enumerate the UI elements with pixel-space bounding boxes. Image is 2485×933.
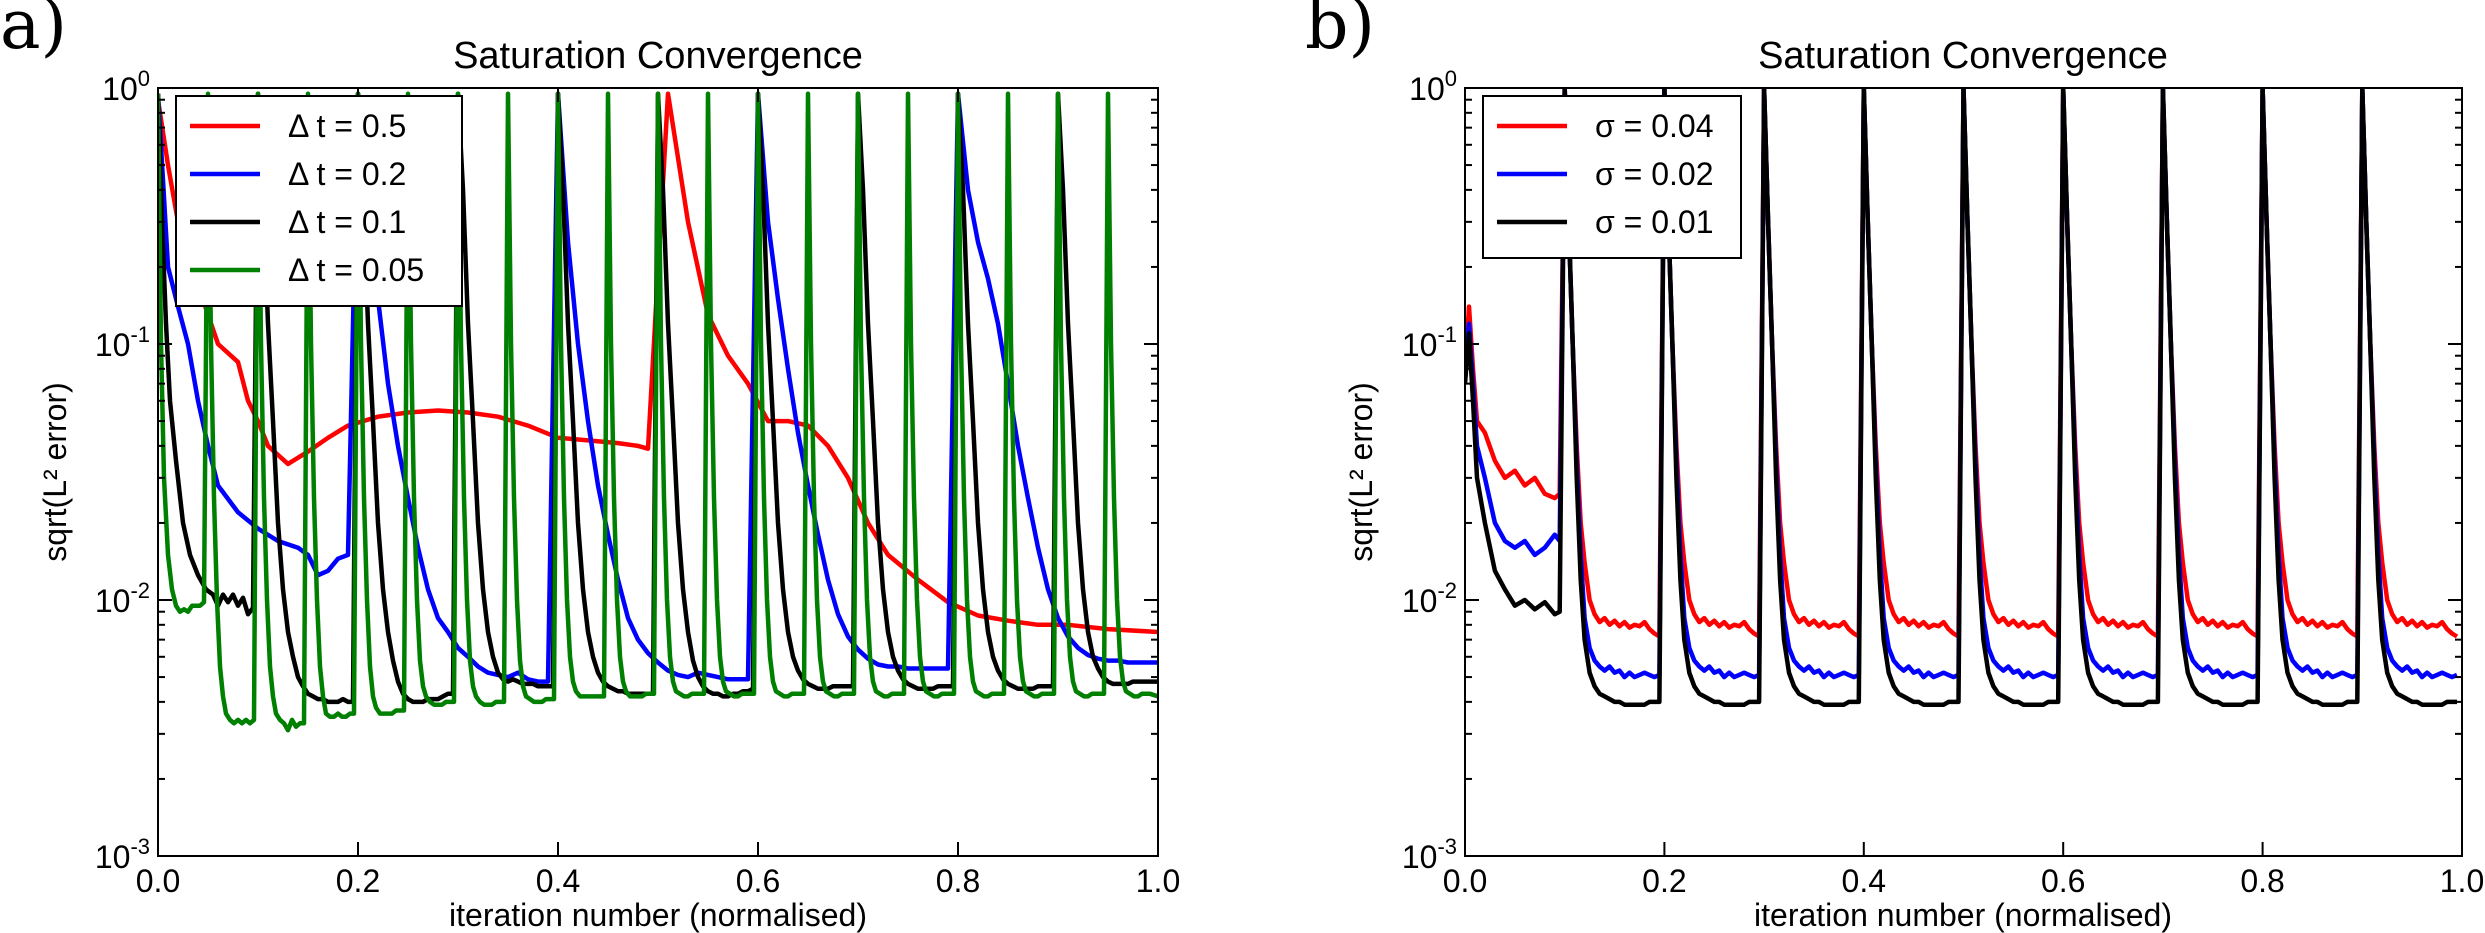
panel-b: b) Saturation Convergence iteration numb… <box>1305 0 2484 933</box>
y-tick-label: 10-2 <box>1402 578 1457 619</box>
x-tick-label: 0.2 <box>1642 863 1686 899</box>
y-tick-label: 10-1 <box>95 322 150 363</box>
panel-b-plot-area: 0.0 0.2 0.4 0.6 0.8 1.0 10-3 10-2 10-1 100 σ = 0.0… <box>1402 66 2484 899</box>
y-tick-label: 100 <box>102 66 150 107</box>
panel-b-label: b) <box>1305 0 1375 65</box>
x-tick-label: 0.4 <box>536 863 580 899</box>
x-tick-label: 0.0 <box>1443 863 1487 899</box>
legend: Δ t = 0.5 Δ t = 0.2 Δ t = 0.1 Δ t = 0.05 <box>175 95 463 307</box>
y-tick-label: 10-1 <box>1402 322 1457 363</box>
legend-label: σ = 0.02 <box>1595 156 1714 192</box>
legend-label: Δ t = 0.1 <box>288 204 406 240</box>
x-tick-label: 0.4 <box>1842 863 1886 899</box>
legend-label: Δ t = 0.05 <box>288 252 424 288</box>
legend-box <box>1482 95 1742 259</box>
x-tick-label: 0.0 <box>136 863 180 899</box>
y-tick-label: 10-2 <box>95 578 150 619</box>
axes-frame <box>1464 87 2463 857</box>
x-tick-label: 1.0 <box>1136 863 1180 899</box>
axes-frame <box>157 87 1159 857</box>
panel-a-ylabel: sqrt(L² error) <box>37 382 73 562</box>
panel-a-plot-area: 0.0 0.2 0.4 0.6 0.8 1.0 10-3 10-2 10-1 100 Δ t = 0… <box>95 66 1180 899</box>
legend-label: σ = 0.04 <box>1595 108 1714 144</box>
panel-a-label: a) <box>0 0 67 65</box>
y-tick-label: 100 <box>1409 66 1457 107</box>
x-tick-label: 0.8 <box>2240 863 2284 899</box>
series-line-3 <box>1465 88 2457 707</box>
panel-a: a) Saturation Convergence iteration numb… <box>0 0 1180 933</box>
panel-b-ylabel: sqrt(L² error) <box>1343 382 1379 562</box>
x-tick-label: 1.0 <box>2440 863 2484 899</box>
y-tick-label: 10-3 <box>1402 834 1457 875</box>
legend: σ = 0.04 σ = 0.02 σ = 0.01 <box>1482 95 1742 259</box>
legend-label: σ = 0.01 <box>1595 204 1714 240</box>
x-tick-label: 0.2 <box>336 863 380 899</box>
x-tick-label: 0.6 <box>2041 863 2085 899</box>
panel-a-xlabel: iteration number (normalised) <box>449 897 867 933</box>
x-tick-label: 0.8 <box>936 863 980 899</box>
series-line-1 <box>158 91 1158 635</box>
series-group <box>1465 88 2459 707</box>
panel-b-xlabel: iteration number (normalised) <box>1754 897 2172 933</box>
y-tick-label: 10-3 <box>95 834 150 875</box>
panel-a-title: Saturation Convergence <box>453 35 863 77</box>
series-line-4 <box>158 91 1158 733</box>
legend-label: Δ t = 0.5 <box>288 108 406 144</box>
legend-label: Δ t = 0.2 <box>288 156 406 192</box>
panel-b-title: Saturation Convergence <box>1758 35 2168 77</box>
x-tick-label: 0.6 <box>736 863 780 899</box>
